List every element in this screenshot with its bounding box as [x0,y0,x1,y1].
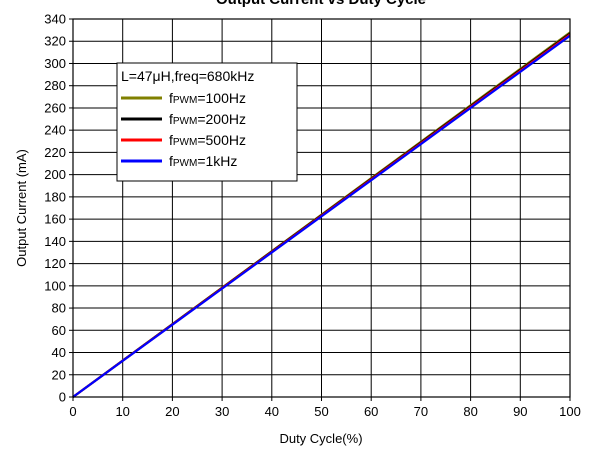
x-axis-label: Duty Cycle(%) [279,431,362,446]
y-tick-label: 220 [44,145,66,160]
x-tick-label: 30 [215,404,229,419]
y-tick-label: 40 [52,345,66,360]
y-tick-label: 0 [59,390,66,405]
y-tick-label: 300 [44,56,66,71]
legend-label-value: =200Hz [197,111,246,127]
legend-label-f: f [169,90,173,106]
y-tick-label: 200 [44,167,66,182]
legend-label-sub: PWM [173,158,197,169]
y-tick-label: 100 [44,278,66,293]
y-tick-label: 20 [52,367,66,382]
x-tick-label: 90 [513,404,527,419]
legend-label-sub: PWM [173,137,197,148]
x-ticks: 0 10 20 30 40 50 60 70 80 90 100 [69,397,581,419]
x-tick-label: 40 [265,404,279,419]
x-tick-label: 80 [463,404,477,419]
legend-label-value: =100Hz [197,90,246,106]
legend-label-f: f [169,153,173,169]
x-tick-label: 70 [414,404,428,419]
chart-title: Output Current vs Duty Cycle [216,0,426,8]
legend-label-value: =1kHz [197,153,237,169]
legend: L=47μH,freq=680kHz fPWM=100HzfPWM=200Hzf… [116,62,298,182]
legend-label-sub: PWM [173,95,197,106]
x-tick-label: 60 [364,404,378,419]
y-ticks: 0 20 40 60 80 100 120 140 160 180 200 220 240 260 280 3… [44,12,73,405]
y-tick-label: 240 [44,123,66,138]
x-tick-label: 100 [559,404,581,419]
legend-label-f: f [169,111,173,127]
y-tick-label: 320 [44,34,66,49]
x-tick-label: 0 [69,404,76,419]
legend-label-2: fPWM=200Hz [169,111,246,127]
series-lines [72,31,571,398]
legend-title: L=47μH,freq=680kHz [121,68,254,84]
x-tick-label: 20 [165,404,179,419]
series-line-4 [72,34,571,398]
legend-label-1: fPWM=100Hz [169,90,246,106]
y-tick-label: 260 [44,100,66,115]
legend-label-sub: PWM [173,116,197,127]
y-tick-label: 140 [44,234,66,249]
y-tick-label: 340 [44,12,66,27]
y-tick-label: 280 [44,78,66,93]
x-tick-label: 10 [115,404,129,419]
x-tick-label: 50 [314,404,328,419]
y-tick-label: 180 [44,189,66,204]
y-tick-label: 60 [52,323,66,338]
y-axis-label: Output Current (mA) [14,149,29,267]
y-tick-label: 120 [44,256,66,271]
y-tick-label: 80 [52,301,66,316]
legend-label-4: fPWM=1kHz [169,153,237,169]
legend-label-f: f [169,132,173,148]
y-tick-label: 160 [44,212,66,227]
legend-label-3: fPWM=500Hz [169,132,246,148]
legend-label-value: =500Hz [197,132,246,148]
